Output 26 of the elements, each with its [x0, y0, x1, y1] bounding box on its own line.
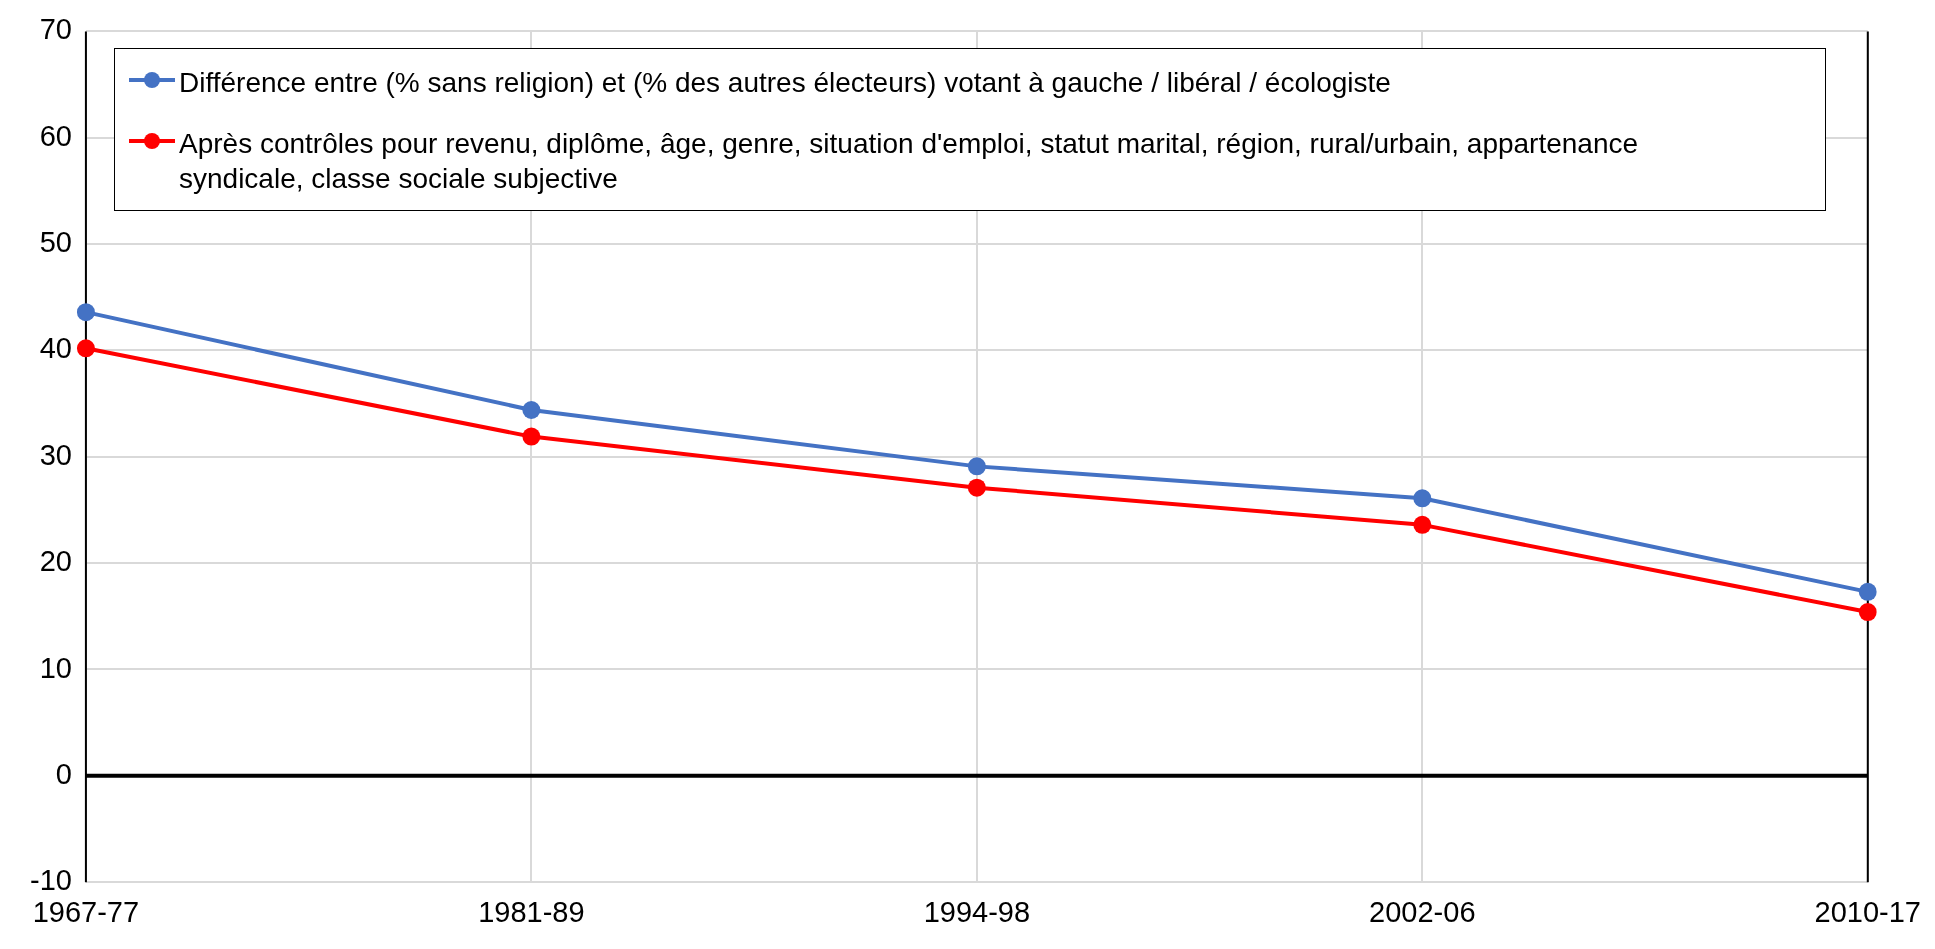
point [1413, 515, 1432, 534]
y-tick-label: 40 [39, 332, 72, 365]
point [967, 478, 986, 497]
x-tick-label: 2010-17 [1814, 895, 1921, 928]
point [1413, 489, 1432, 508]
x-tick-label: 1981-89 [478, 895, 585, 928]
x-tick-label: 1967-77 [32, 895, 140, 928]
y-tick-label: 10 [39, 651, 72, 684]
y-tick-label: 60 [39, 119, 72, 152]
legend-label: Après contrôles pour revenu, diplôme, âge, genre, situation d'emploi, statut marital, région, rural/urbain, appartenance syndicale, classe sociale subjective [179, 127, 1640, 196]
x-tick-label: 2002-06 [1369, 895, 1476, 928]
y-tick-label: 20 [39, 545, 72, 578]
x-tick-label: 1994-98 [923, 895, 1031, 928]
y-tick-label: 0 [55, 757, 72, 790]
point [1858, 582, 1877, 601]
y-tick-label: 30 [39, 438, 72, 471]
point [76, 303, 95, 322]
point [76, 339, 95, 358]
point [522, 427, 541, 446]
point [967, 457, 986, 476]
y-tick-label: 70 [39, 13, 72, 46]
point [522, 401, 541, 420]
y-tick-label: -10 [29, 864, 72, 897]
legend-label: Différence entre (% sans religion) et (% des autres électeurs) votant à gauche / libéral / écologiste [179, 66, 1391, 100]
point [1858, 603, 1877, 622]
y-tick-label: 50 [39, 226, 72, 259]
